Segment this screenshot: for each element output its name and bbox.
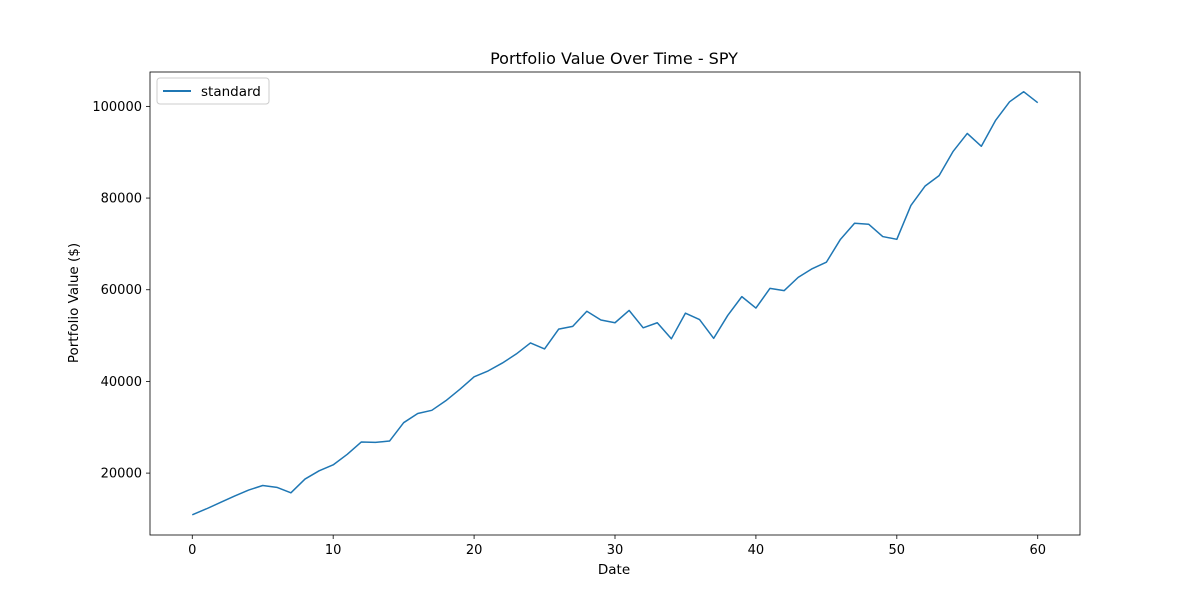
legend: standard [156, 77, 270, 105]
y-tick-label: 40000 [101, 375, 142, 390]
legend-label-standard: standard [201, 84, 261, 100]
chart-title: Portfolio Value Over Time - SPY [490, 49, 738, 68]
legend-box [156, 77, 270, 105]
y-tick-label: 60000 [101, 283, 142, 298]
x-tick-label: 10 [325, 543, 342, 558]
x-tick-label: 60 [1029, 543, 1046, 558]
x-tick-label: 40 [748, 543, 765, 558]
x-tick-label: 30 [607, 543, 624, 558]
x-axis-label: Date [598, 562, 630, 578]
axes: 0 10 20 30 40 50 60 20000 40000 60000 80000 100000 [92, 71, 1081, 558]
y-axis-label: Portfolio Value ($) [66, 243, 82, 363]
y-tick-label: 20000 [101, 467, 142, 482]
series-line-standard [191, 90, 1039, 516]
x-tick-label: 0 [188, 543, 196, 558]
y-tick-label: 80000 [101, 192, 142, 207]
y-tick-label: 100000 [92, 100, 142, 115]
x-tick-label: 50 [889, 543, 906, 558]
x-tick-label: 20 [466, 543, 483, 558]
